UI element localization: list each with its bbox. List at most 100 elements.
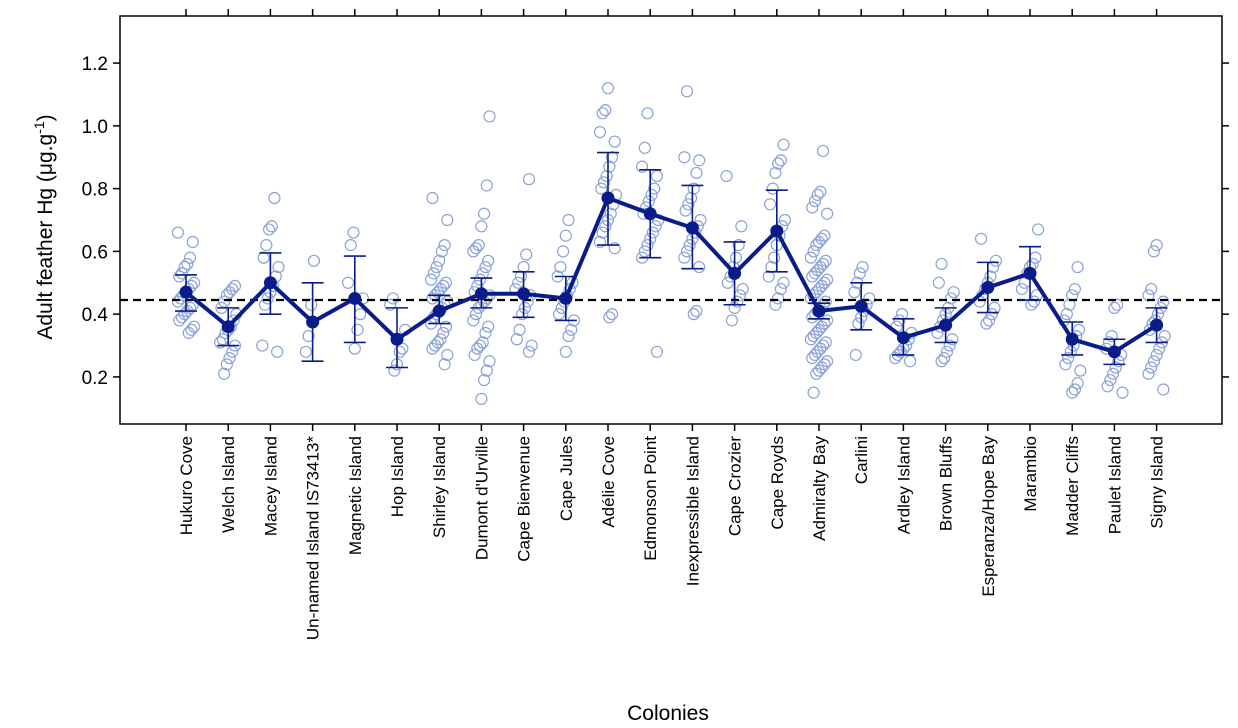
data-point [680, 85, 694, 98]
data-point [1153, 342, 1166, 355]
x-tick-label: Edmonson Point [641, 436, 660, 561]
data-point [736, 282, 749, 296]
x-tick-label: Cape Jules [557, 436, 576, 521]
data-point [807, 386, 820, 399]
data-point [820, 207, 834, 220]
data-point [646, 226, 660, 239]
data-point [441, 348, 454, 362]
data-point [1147, 355, 1161, 368]
data-point [473, 273, 487, 286]
data-point [650, 345, 664, 358]
data-point [808, 195, 822, 208]
data-point [729, 251, 743, 264]
data-point [1062, 351, 1075, 365]
data-point [475, 220, 488, 233]
data-point [1027, 295, 1041, 308]
data-point [226, 345, 239, 358]
data-point [804, 251, 818, 264]
data-point [441, 213, 454, 227]
data-point [426, 191, 439, 205]
data-point [938, 351, 951, 365]
data-point [725, 314, 739, 327]
plot-frame [119, 15, 1223, 425]
data-point [806, 201, 819, 214]
data-point [1074, 364, 1087, 377]
data-point [604, 207, 617, 220]
data-point [807, 245, 820, 258]
data-point [479, 326, 492, 340]
data-point [483, 355, 496, 368]
data-point [811, 188, 824, 201]
data-point [693, 154, 706, 167]
data-point [608, 242, 621, 255]
data-point [467, 314, 480, 327]
data-point [471, 342, 484, 355]
data-point [429, 339, 442, 352]
data-point [469, 308, 483, 321]
data-point [812, 364, 826, 377]
x-axis-title: Colonies [627, 702, 709, 725]
data-point [1108, 301, 1121, 314]
data-point [483, 110, 496, 123]
data-point [984, 270, 997, 283]
data-point [393, 345, 406, 358]
mean-point [306, 315, 320, 329]
data-point [593, 235, 607, 249]
data-point [985, 308, 998, 321]
data-point [599, 104, 612, 117]
data-point [1101, 380, 1114, 393]
data-point [638, 141, 651, 154]
data-point [603, 160, 616, 173]
data-point [272, 260, 285, 274]
y-axis-title-main: Adult feather Hg (μg.g [34, 134, 57, 340]
data-point [735, 220, 748, 233]
data-point [175, 267, 189, 280]
data-point [687, 308, 700, 321]
mean-point [1150, 318, 1164, 332]
data-point [438, 358, 451, 371]
data-point [816, 144, 830, 158]
data-point [810, 367, 823, 380]
y-tick-label: 1.2 [82, 54, 108, 75]
data-point [514, 270, 528, 283]
data-point [480, 179, 493, 192]
data-point [522, 345, 536, 358]
data-point [808, 267, 822, 280]
mean-point [390, 332, 404, 346]
x-tick-label: Brown Bluffs [937, 436, 956, 531]
x-tick-label: Hop Island [388, 436, 407, 517]
data-point [772, 292, 785, 305]
data-point [601, 82, 615, 95]
data-point [469, 242, 483, 255]
data-point [807, 330, 820, 343]
data-point [889, 351, 902, 365]
data-point [265, 220, 278, 233]
x-tick-label: Dumont d'Urville [472, 436, 491, 560]
data-point [940, 345, 954, 358]
y-tick-label: 0.8 [82, 180, 108, 201]
data-point [480, 364, 493, 377]
mean-point [812, 304, 826, 318]
data-point [605, 308, 619, 321]
data-point [774, 282, 787, 296]
mean-point [685, 221, 699, 235]
data-point [388, 364, 401, 377]
y-tick-label: 0.4 [82, 305, 109, 326]
data-point [1072, 323, 1086, 336]
data-point [181, 257, 194, 271]
data-point [1110, 298, 1124, 311]
data-point [478, 373, 491, 387]
data-point [384, 298, 397, 311]
data-point [1068, 282, 1082, 296]
x-tick-label: Hukuro Cove [177, 436, 196, 535]
data-point [774, 154, 787, 167]
data-point [988, 301, 1001, 314]
data-point [427, 267, 440, 280]
data-point [1066, 386, 1079, 399]
data-point [513, 323, 526, 336]
data-point [256, 339, 269, 352]
data-point [426, 342, 439, 355]
y-tick-label: 0.6 [82, 242, 108, 263]
data-point [814, 185, 827, 198]
data-points-layer [171, 82, 1171, 405]
